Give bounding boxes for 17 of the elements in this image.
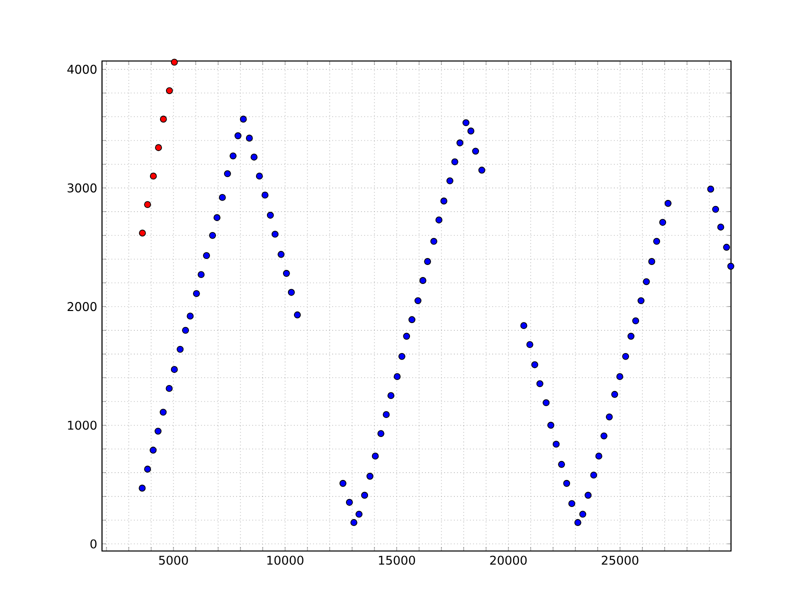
x-tick-label: 25000 [602,556,638,565]
point [170,58,178,66]
x-tick-label: 15000 [378,556,416,565]
y-tick-label: 3000 [68,183,96,192]
y-tick-label: 4000 [67,64,96,74]
point [138,230,146,236]
y-tick-label: 2000 [68,302,96,312]
x-tick-label: 10000 [267,556,304,565]
point [166,87,173,94]
y-tick-label: 0 [90,539,96,548]
point [144,201,152,208]
x-tick-label: 5000 [159,556,188,565]
point [150,172,157,180]
y-tick-label: 1000 [68,420,96,430]
point [155,144,162,152]
point [160,116,167,123]
x-tick-label: 20000 [490,556,527,565]
